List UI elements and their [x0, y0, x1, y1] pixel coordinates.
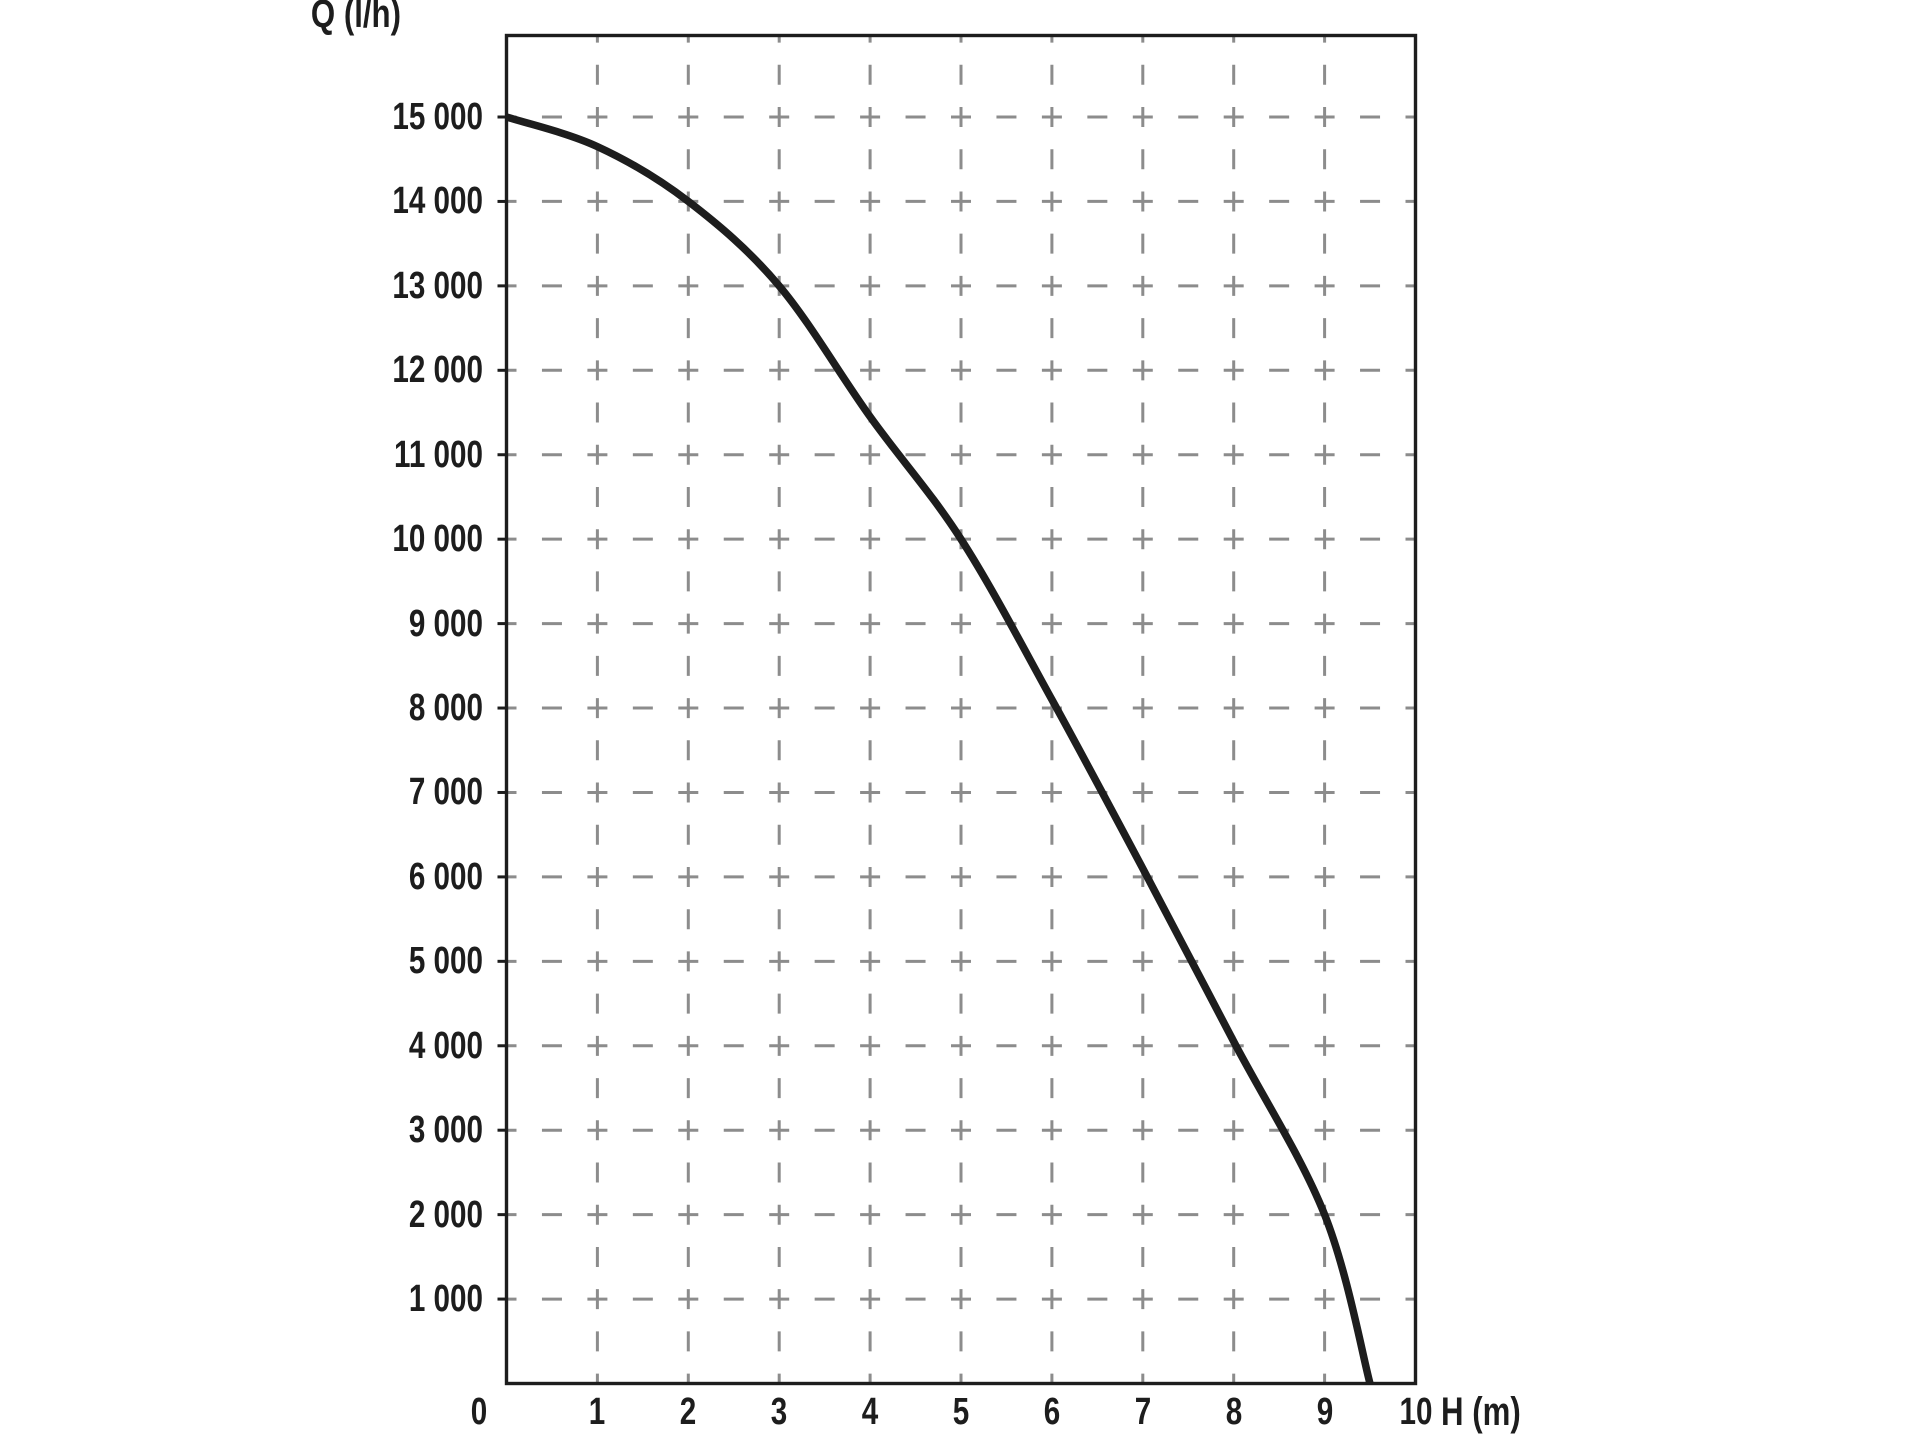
y-tick-label-1000: 1 000: [408, 1278, 483, 1321]
x-tick-label-6: 6: [1043, 1391, 1061, 1433]
y-tick-label-14000: 14 000: [392, 180, 483, 223]
x-tick-label-0: 0: [470, 1391, 487, 1433]
y-tick-label-12000: 12 000: [392, 349, 483, 392]
y-tick-label-2000: 2 000: [408, 1193, 483, 1236]
y-tick-label-5000: 5 000: [408, 940, 483, 983]
y-tick-label-13000: 13 000: [392, 264, 483, 307]
y-tick-label-9000: 9 000: [408, 602, 483, 645]
y-axis-title: Q (l/h): [310, 0, 401, 36]
x-tick-label-9: 9: [1316, 1391, 1333, 1433]
pump-performance-curve: [505, 113, 1374, 1385]
y-tick-label-8000: 8 000: [408, 687, 483, 730]
x-tick-label-4: 4: [861, 1391, 879, 1433]
x-tick-label-8: 8: [1225, 1391, 1242, 1433]
y-tick-label-4000: 4 000: [408, 1024, 483, 1067]
x-tick-label-5: 5: [952, 1391, 970, 1433]
x-tick-label-1: 1: [589, 1391, 606, 1433]
y-tick-label-3000: 3 000: [408, 1109, 483, 1152]
x-tick-label-10: 10: [1399, 1391, 1432, 1433]
y-tick-label-7000: 7 000: [408, 771, 483, 814]
plot-frame: [504, 33, 1418, 1386]
x-tick-label-7: 7: [1134, 1391, 1152, 1433]
y-tick-label-6000: 6 000: [408, 855, 483, 898]
y-tick-label-11000: 11 000: [393, 433, 483, 476]
y-tick-label-10000: 10 000: [392, 518, 483, 561]
x-tick-label-2: 2: [680, 1391, 697, 1433]
x-tick-label-3: 3: [770, 1391, 788, 1433]
y-tick-label-15000: 15 000: [392, 96, 483, 138]
x-axis-title: H (m): [1441, 1390, 1521, 1434]
